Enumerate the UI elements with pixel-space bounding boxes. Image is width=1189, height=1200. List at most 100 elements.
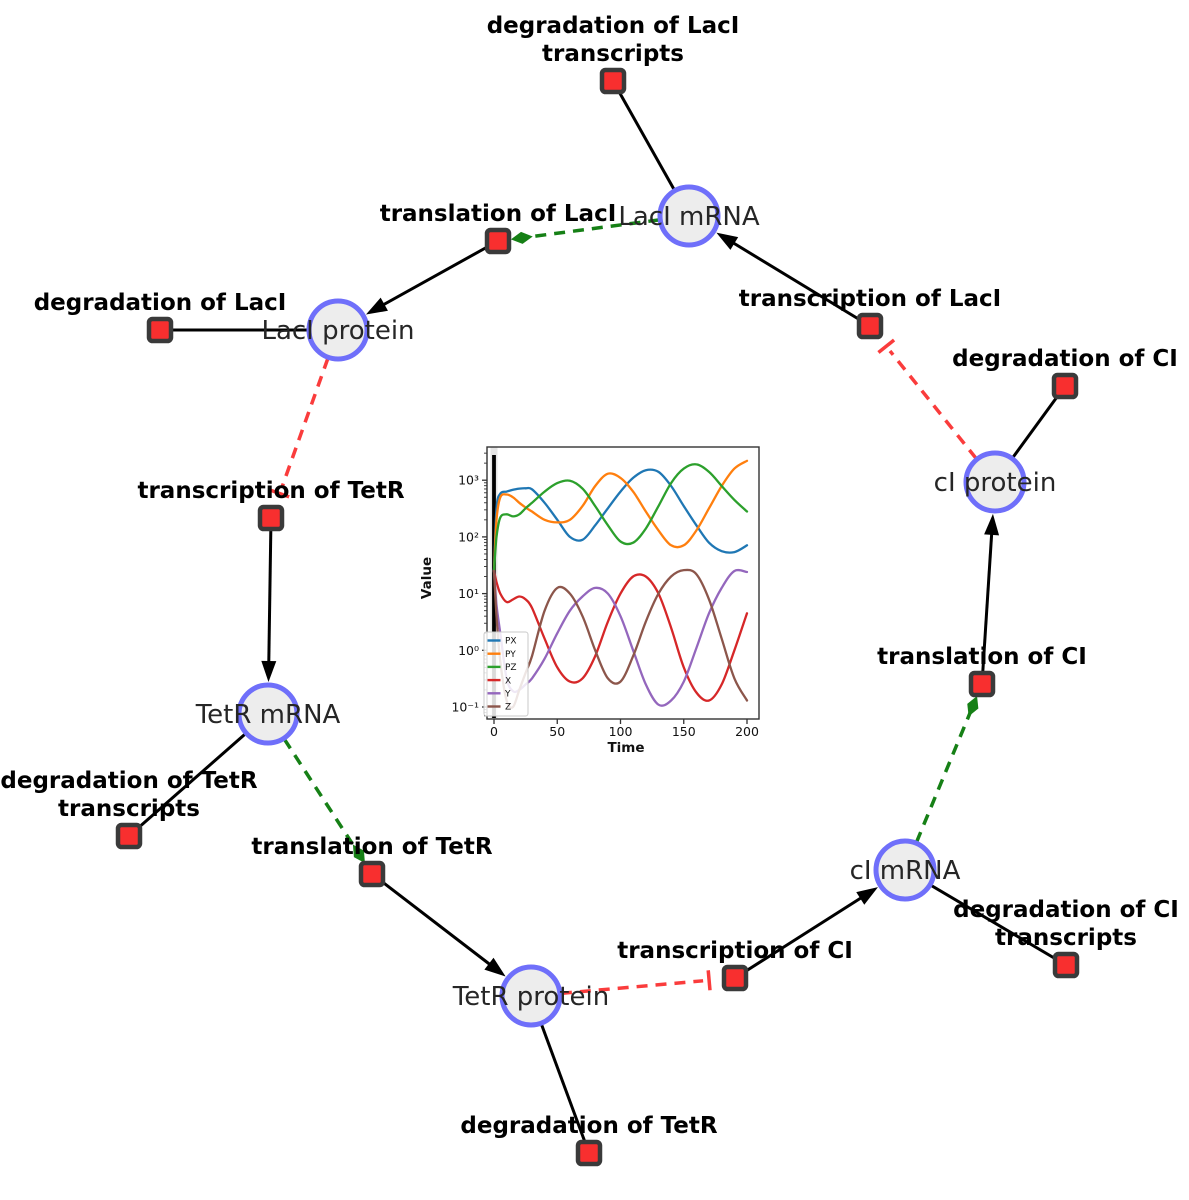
reaction-node-deg-laci[interactable] bbox=[146, 316, 174, 344]
edge-ci-protein-to-transcription-laci bbox=[888, 349, 978, 460]
inset-chart: 0 50 100 150 200 10³ 10² 10¹ 10⁰ 10⁻¹ Time Value PX P… bbox=[419, 446, 760, 756]
reaction-label-line: degradation of CI bbox=[952, 346, 1178, 372]
chart-y-tick-label: 10⁻¹ bbox=[451, 700, 479, 715]
reaction-label-line: degradation of CI bbox=[953, 897, 1179, 923]
edge-translation-ci-to-ci-protein bbox=[980, 527, 994, 685]
edge-translation-tetr-to-tetr-protein-arrowhead-icon bbox=[484, 957, 506, 977]
reaction-label-line: translation of TetR bbox=[251, 834, 492, 860]
species-node-ci-mrna[interactable] bbox=[873, 838, 937, 902]
chart-x-tick-label: 100 bbox=[609, 724, 633, 739]
edge-translation-ci-to-ci-protein-arrowhead-icon bbox=[984, 513, 1000, 536]
chart-ylabel: Value bbox=[419, 557, 435, 599]
chart-x-tick-label: 150 bbox=[672, 724, 696, 739]
species-label-tetr-protein: TetR protein bbox=[452, 982, 609, 1012]
edge-ci-mrna-to-translation-ci-diamond-icon bbox=[967, 696, 979, 717]
species-label-laci-protein: LacI protein bbox=[261, 316, 414, 346]
edge-transcription-tetr-to-tetr-mrna bbox=[267, 517, 273, 669]
chart-x-tick-label: 200 bbox=[735, 724, 759, 739]
edge-laci-protein-to-transcription-tetr-tbar-icon bbox=[269, 488, 290, 499]
species-node-tetr-protein[interactable] bbox=[499, 964, 563, 1028]
reaction-label-translation-tetr: translation of TetR bbox=[251, 834, 492, 860]
chart-y-tick-label: 10¹ bbox=[458, 586, 479, 601]
reaction-node-deg-ci-transcripts[interactable] bbox=[1052, 951, 1080, 979]
species-node-tetr-mrna[interactable] bbox=[236, 682, 300, 746]
reaction-label-deg-ci: degradation of CI bbox=[952, 346, 1178, 372]
legend-label-Z: Z bbox=[505, 703, 511, 713]
species-label-laci-mrna: LacI mRNA bbox=[618, 202, 759, 232]
legend-label-X: X bbox=[505, 676, 511, 686]
reaction-label-deg-laci-transcripts: degradation of LacI transcripts bbox=[487, 13, 740, 67]
edge-transcription-tetr-to-tetr-mrna-arrowhead-icon bbox=[261, 660, 277, 683]
reaction-label-translation-laci: translation of LacI bbox=[380, 201, 617, 227]
edge-transcription-laci-to-laci-mrna bbox=[727, 238, 871, 328]
reaction-node-deg-tetr-transcripts[interactable] bbox=[115, 822, 143, 850]
chart-series-Y bbox=[492, 568, 749, 707]
chart-axes-box bbox=[486, 446, 760, 720]
edge-translation-laci-to-laci-protein-arrowhead-icon bbox=[365, 297, 388, 315]
reaction-label-deg-tetr-transcripts: degradation of TetR transcripts bbox=[0, 768, 257, 822]
edge-transcription-ci-to-ci-mrna bbox=[734, 893, 867, 980]
reaction-node-translation-ci[interactable] bbox=[968, 670, 996, 698]
reaction-label-line: degradation of TetR bbox=[460, 1113, 717, 1139]
edge-ci-protein-to-transcription-laci-tbar-icon bbox=[877, 338, 896, 354]
labels-layer: LacI mRNA LacI protein TetR mRNA TetR prote… bbox=[0, 13, 1178, 1139]
reaction-label-line: transcripts bbox=[58, 796, 200, 822]
reaction-node-transcription-laci[interactable] bbox=[856, 312, 884, 340]
reaction-label-line: translation of CI bbox=[877, 644, 1087, 670]
reaction-label-line: degradation of LacI bbox=[34, 290, 287, 316]
edge-translation-laci-to-laci-protein bbox=[377, 239, 499, 309]
legend-label-PZ: PZ bbox=[505, 663, 517, 673]
chart-series-PZ bbox=[492, 463, 749, 573]
edge-transcription-laci-to-laci-mrna-arrowhead-icon bbox=[716, 232, 739, 250]
reaction-label-deg-tetr: degradation of TetR bbox=[460, 1113, 717, 1139]
reaction-node-transcription-tetr[interactable] bbox=[257, 504, 285, 532]
edge-tetr-protein-to-transcription-ci bbox=[560, 979, 704, 996]
chart-y-tick-label: 10⁰ bbox=[458, 643, 479, 658]
reaction-node-deg-laci-transcripts[interactable] bbox=[599, 67, 627, 95]
chart-series-Z bbox=[492, 568, 749, 709]
species-node-laci-protein[interactable] bbox=[306, 298, 370, 362]
edge-transcription-ci-to-ci-mrna-arrowhead-icon bbox=[856, 887, 878, 905]
species-label-ci-mrna: cI mRNA bbox=[850, 856, 961, 886]
reaction-label-transcription-tetr: transcription of TetR bbox=[137, 478, 404, 504]
reaction-label-transcription-laci: transcription of LacI bbox=[739, 286, 1002, 312]
chart-x-tick-label: 0 bbox=[490, 724, 498, 739]
reaction-label-line: transcripts bbox=[995, 925, 1137, 951]
edge-tetr-protein-to-transcription-ci-tbar-icon bbox=[706, 970, 712, 991]
reaction-label-line: transcription of LacI bbox=[739, 286, 1002, 312]
chart-series-X bbox=[492, 569, 749, 702]
reaction-label-line: degradation of LacI bbox=[487, 13, 740, 39]
chart-xlabel: Time bbox=[607, 740, 644, 756]
chart-y-tick-label: 10³ bbox=[458, 473, 479, 488]
reaction-label-deg-ci-transcripts: degradation of CI transcripts bbox=[953, 897, 1179, 951]
chart-series-PX bbox=[492, 468, 749, 573]
edge-tetr-mrna-to-translation-tetr-diamond-icon bbox=[352, 844, 365, 864]
species-node-ci-protein[interactable] bbox=[963, 450, 1027, 514]
legend-label-PX: PX bbox=[505, 637, 517, 647]
reaction-node-translation-tetr[interactable] bbox=[358, 860, 386, 888]
species-node-laci-mrna[interactable] bbox=[657, 184, 721, 248]
edge-tetr-mrna-to-translation-tetr bbox=[282, 738, 361, 855]
legend-label-PY: PY bbox=[505, 650, 516, 660]
species-label-tetr-mrna: TetR mRNA bbox=[195, 700, 341, 730]
reaction-label-deg-laci: degradation of LacI bbox=[34, 290, 287, 316]
reaction-node-translation-laci[interactable] bbox=[484, 227, 512, 255]
legend-label-Y: Y bbox=[504, 690, 511, 700]
chart-y-tick-label: 10² bbox=[458, 529, 479, 544]
reaction-label-line: translation of LacI bbox=[380, 201, 617, 227]
edge-laci-protein-to-transcription-tetr bbox=[280, 357, 330, 489]
edge-translation-tetr-to-tetr-protein bbox=[371, 872, 496, 970]
reaction-label-translation-ci: translation of CI bbox=[877, 644, 1087, 670]
reaction-label-line: transcription of TetR bbox=[137, 478, 404, 504]
reaction-label-line: transcripts bbox=[542, 41, 684, 67]
nodes-layer bbox=[115, 67, 1080, 1167]
species-label-ci-protein: cI protein bbox=[934, 468, 1057, 498]
reaction-label-line: transcription of CI bbox=[617, 938, 853, 964]
reaction-node-transcription-ci[interactable] bbox=[721, 964, 749, 992]
edge-ci-mrna-to-translation-ci bbox=[914, 705, 975, 843]
chart-x-tick-label: 50 bbox=[549, 724, 565, 739]
reaction-label-line: degradation of TetR bbox=[0, 768, 257, 794]
reaction-node-deg-ci[interactable] bbox=[1051, 372, 1079, 400]
reaction-node-deg-tetr[interactable] bbox=[575, 1139, 603, 1167]
